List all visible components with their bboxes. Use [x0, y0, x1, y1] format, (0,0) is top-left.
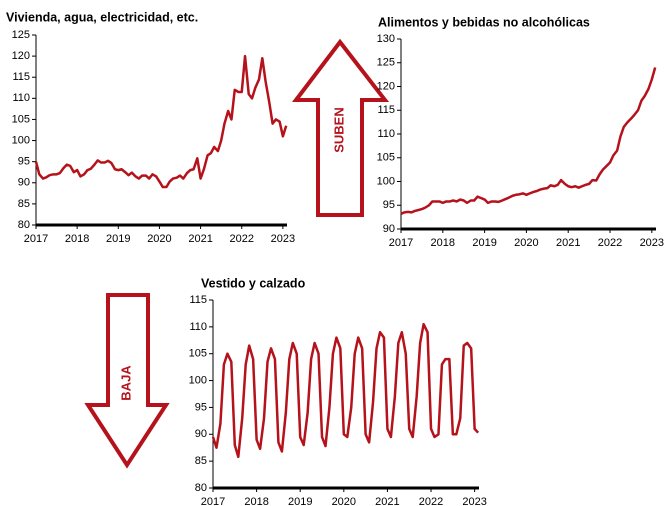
y-tick-label: 95 — [18, 156, 30, 168]
x-tick-label: 2021 — [375, 496, 399, 506]
y-tick-label: 115 — [12, 71, 30, 83]
chart-title: Alimentos y bebidas no alcohólicas — [378, 15, 590, 29]
y-tick-label: 120 — [12, 50, 30, 62]
x-tick-label: 2021 — [556, 237, 580, 249]
y-tick-label: 105 — [377, 152, 395, 164]
series-line — [400, 67, 657, 215]
up-arrow — [291, 38, 390, 217]
y-tick-label: 105 — [189, 348, 207, 360]
x-tick-label: 2020 — [332, 496, 356, 506]
chart-title: Vivienda, agua, electricidad, etc. — [6, 10, 198, 24]
arrow-label: BAJA — [118, 365, 133, 401]
x-tick-label: 2017 — [201, 496, 225, 506]
y-tick-label: 110 — [189, 321, 207, 333]
x-tick-label: 2022 — [598, 237, 622, 249]
x-tick-label: 2023 — [640, 237, 664, 249]
x-tick-label: 2021 — [188, 233, 212, 245]
y-tick-label: 110 — [12, 92, 30, 104]
x-tick-label: 2019 — [288, 496, 312, 506]
y-tick-label: 125 — [377, 57, 395, 69]
y-tick-label: 100 — [189, 374, 207, 386]
y-tick-label: 90 — [195, 428, 207, 440]
series-line — [211, 322, 480, 459]
y-tick-label: 115 — [189, 294, 207, 306]
x-tick-label: 2018 — [431, 237, 455, 249]
y-tick-label: 80 — [18, 219, 30, 231]
x-tick-label: 2022 — [229, 233, 253, 245]
y-tick-label: 115 — [377, 104, 395, 116]
y-tick-label: 85 — [195, 455, 207, 467]
y-tick-label: 120 — [377, 80, 395, 92]
x-tick-label: 2018 — [244, 496, 268, 506]
y-tick-label: 90 — [18, 177, 30, 189]
x-tick-label: 2023 — [271, 233, 295, 245]
arrow-label: SUBEN — [331, 107, 346, 153]
x-tick-label: 2018 — [65, 233, 89, 245]
y-tick-label: 100 — [377, 175, 395, 187]
series-line — [34, 54, 288, 189]
x-tick-label: 2019 — [472, 237, 496, 249]
y-tick-label: 110 — [377, 128, 395, 140]
x-tick-label: 2022 — [419, 496, 443, 506]
x-tick-label: 2017 — [389, 237, 413, 249]
y-tick-label: 130 — [377, 33, 395, 45]
x-tick-label: 2020 — [147, 233, 171, 245]
x-tick-label: 2020 — [514, 237, 538, 249]
x-tick-label: 2017 — [24, 233, 48, 245]
y-tick-label: 90 — [383, 223, 395, 235]
x-tick-label: 2023 — [462, 496, 486, 506]
y-tick-label: 85 — [18, 198, 30, 210]
x-tick-label: 2019 — [106, 233, 130, 245]
down-arrow — [84, 293, 170, 469]
y-tick-label: 95 — [383, 199, 395, 211]
y-tick-label: 100 — [12, 134, 30, 146]
y-tick-label: 105 — [12, 113, 30, 125]
chart-title: Vestido y calzado — [201, 276, 306, 290]
y-tick-label: 95 — [195, 401, 207, 413]
y-tick-label: 125 — [12, 29, 30, 41]
y-tick-label: 80 — [195, 482, 207, 494]
